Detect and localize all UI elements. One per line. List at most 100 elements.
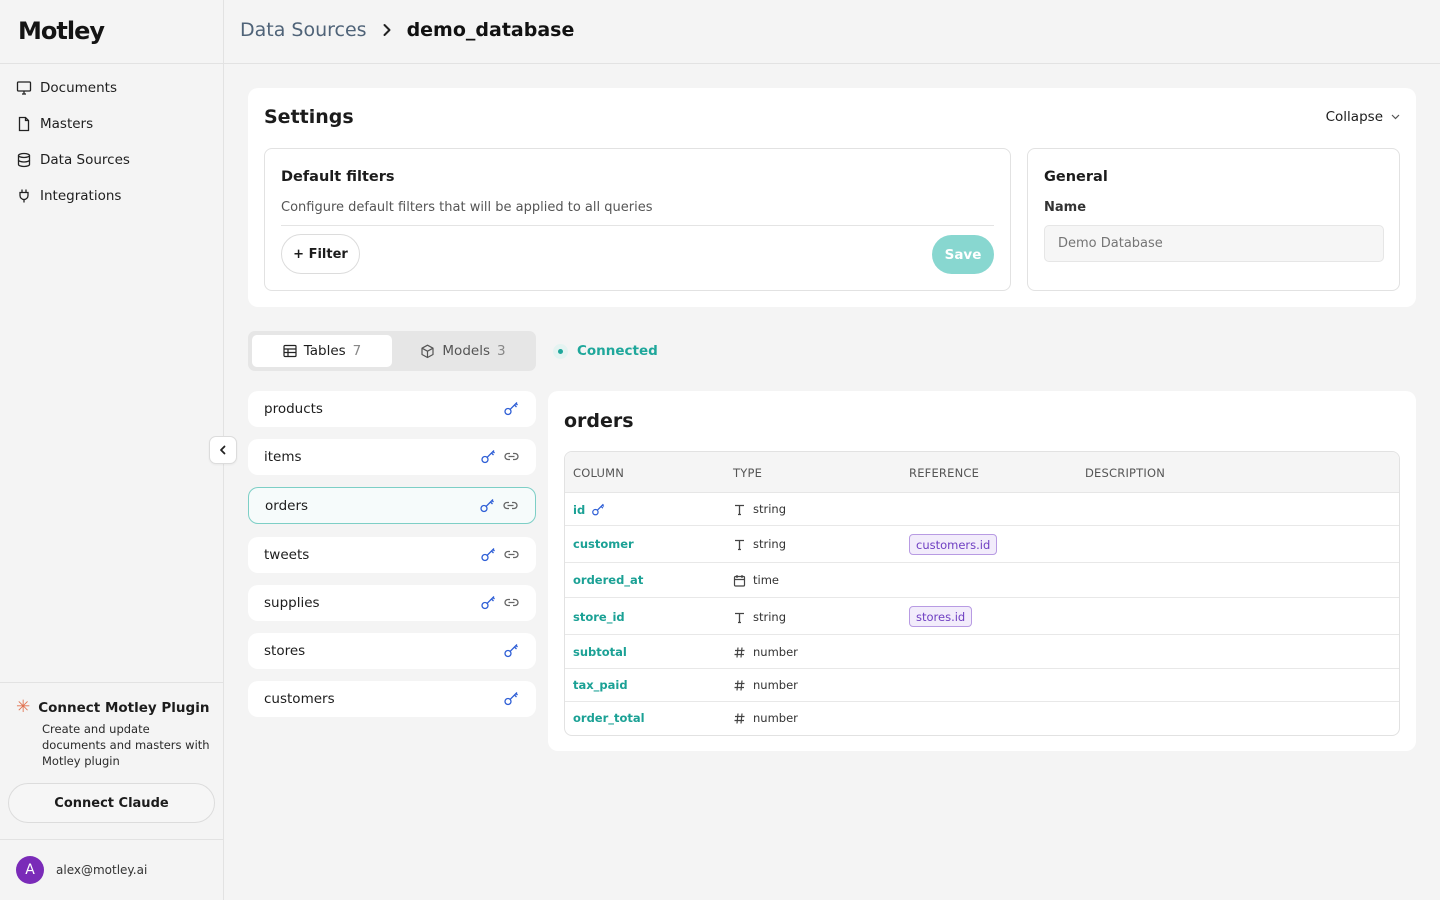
- column-name-label: id: [573, 502, 586, 517]
- column-name-label: order_total: [573, 711, 645, 725]
- connection-status-label: Connected: [577, 343, 658, 359]
- table-item-label: products: [264, 401, 323, 417]
- tab-count: 7: [352, 343, 362, 359]
- connect-claude-button[interactable]: Connect Claude: [8, 783, 215, 823]
- table-item-stores[interactable]: stores: [248, 633, 536, 669]
- link-icon: [503, 501, 518, 510]
- columns-table: COLUMN TYPE REFERENCE DESCRIPTION id str…: [564, 451, 1400, 736]
- table-item-products[interactable]: products: [248, 391, 536, 427]
- table-row: store_id string stores.id: [565, 598, 1399, 635]
- table-row: subtotal number: [565, 635, 1399, 669]
- text-type-icon: [735, 539, 744, 550]
- sidebar-item-masters[interactable]: Masters: [0, 106, 224, 142]
- column-header: COLUMN: [573, 466, 625, 480]
- chevron-down-icon: [1391, 114, 1400, 120]
- divider: [0, 682, 224, 683]
- sidebar-item-label: Documents: [40, 80, 117, 96]
- table-row: tax_paid number: [565, 669, 1399, 702]
- tab-models[interactable]: Models 3: [394, 335, 532, 367]
- app-logo[interactable]: Motley: [18, 17, 105, 45]
- reference-badge[interactable]: customers.id: [909, 534, 998, 555]
- key-icon: [481, 450, 495, 464]
- plugin-promo: ✳ Connect Motley Plugin Create and updat…: [16, 699, 216, 769]
- column-name[interactable]: id: [573, 502, 606, 517]
- sidebar-item-data-sources[interactable]: Data Sources: [0, 142, 224, 178]
- general-card: General Name: [1027, 148, 1400, 291]
- tab-count: 3: [496, 343, 506, 359]
- column-type-label: string: [753, 502, 787, 516]
- table-item-supplies[interactable]: supplies: [248, 585, 536, 621]
- column-name-label: subtotal: [573, 645, 627, 659]
- table-item-orders[interactable]: orders: [248, 487, 536, 524]
- column-type-label: string: [753, 537, 787, 551]
- cube-icon: [421, 344, 435, 358]
- table-item-icons: [480, 546, 520, 563]
- calendar-icon: [733, 574, 746, 587]
- tab-tables[interactable]: Tables 7: [252, 335, 392, 367]
- column-name[interactable]: store_id: [573, 610, 625, 624]
- user-profile[interactable]: A alex@motley.ai: [16, 856, 147, 884]
- column-name[interactable]: ordered_at: [573, 573, 643, 587]
- table-item-label: tweets: [264, 547, 310, 563]
- plugin-title: ✳ Connect Motley Plugin: [16, 699, 216, 716]
- columns-table-header: COLUMN TYPE REFERENCE DESCRIPTION: [565, 452, 1399, 493]
- key-icon: [504, 402, 518, 416]
- user-email: alex@motley.ai: [56, 863, 148, 877]
- key-icon: [480, 499, 494, 513]
- table-item-tweets[interactable]: tweets: [248, 537, 536, 573]
- key-icon: [504, 692, 518, 706]
- sidebar-item-label: Integrations: [40, 188, 122, 204]
- sidebar-item-integrations[interactable]: Integrations: [0, 178, 224, 214]
- column-name[interactable]: subtotal: [573, 645, 627, 659]
- key-icon: [481, 548, 495, 562]
- tab-label: Models: [442, 343, 490, 359]
- table-item-icons: [480, 594, 520, 611]
- column-name[interactable]: order_total: [573, 711, 645, 725]
- column-type: string: [733, 610, 786, 624]
- chevron-left-icon: [220, 445, 226, 455]
- column-name[interactable]: tax_paid: [573, 678, 628, 692]
- key-icon: [481, 596, 495, 610]
- column-name-label: ordered_at: [573, 573, 644, 587]
- breadcrumb-parent[interactable]: Data Sources: [240, 19, 367, 41]
- column-type: string: [733, 537, 786, 551]
- hash-icon: [734, 646, 745, 658]
- monitor-icon: [16, 81, 32, 95]
- column-type: number: [733, 711, 798, 725]
- collapse-sidebar-button[interactable]: [209, 436, 237, 464]
- divider: [281, 225, 994, 226]
- column-type: number: [733, 678, 798, 692]
- name-input[interactable]: [1044, 225, 1384, 262]
- table-item-label: items: [264, 449, 302, 465]
- table-item-items[interactable]: items: [248, 439, 536, 475]
- sidebar-item-documents[interactable]: Documents: [0, 70, 224, 106]
- tab-label: Tables: [303, 343, 346, 359]
- table-item-customers[interactable]: customers: [248, 681, 536, 717]
- tables-models-tabs: Tables 7 Models 3: [248, 331, 536, 371]
- general-title: General: [1044, 169, 1108, 185]
- table-item-icons: [479, 497, 519, 514]
- page-header: Data Sources demo_database: [224, 0, 1440, 64]
- save-button[interactable]: Save: [932, 235, 994, 274]
- collapse-label: Collapse: [1325, 109, 1383, 125]
- column-name-label: tax_paid: [573, 678, 628, 692]
- column-type-label: number: [753, 678, 798, 692]
- text-type-icon: [735, 612, 744, 623]
- table-row: id string: [565, 493, 1399, 526]
- file-icon: [18, 116, 30, 132]
- plug-icon: [19, 189, 29, 203]
- table-item-label: customers: [264, 691, 335, 707]
- column-header: DESCRIPTION: [1085, 466, 1166, 480]
- column-type-label: string: [753, 610, 787, 624]
- column-name-label: store_id: [573, 610, 625, 624]
- collapse-settings-button[interactable]: Collapse: [1326, 109, 1400, 125]
- column-name[interactable]: customer: [573, 537, 634, 551]
- settings-panel: Settings Collapse Default filters Config…: [248, 88, 1416, 307]
- reference-badge[interactable]: stores.id: [909, 606, 973, 627]
- sidebar: Motley Documents Masters Data Sources In…: [0, 0, 224, 900]
- default-filters-card: Default filters Configure default filter…: [264, 148, 1011, 291]
- column-type-label: time: [753, 573, 779, 587]
- key-icon: [592, 503, 605, 516]
- column-header: TYPE: [733, 466, 763, 480]
- add-filter-button[interactable]: + Filter: [281, 234, 360, 274]
